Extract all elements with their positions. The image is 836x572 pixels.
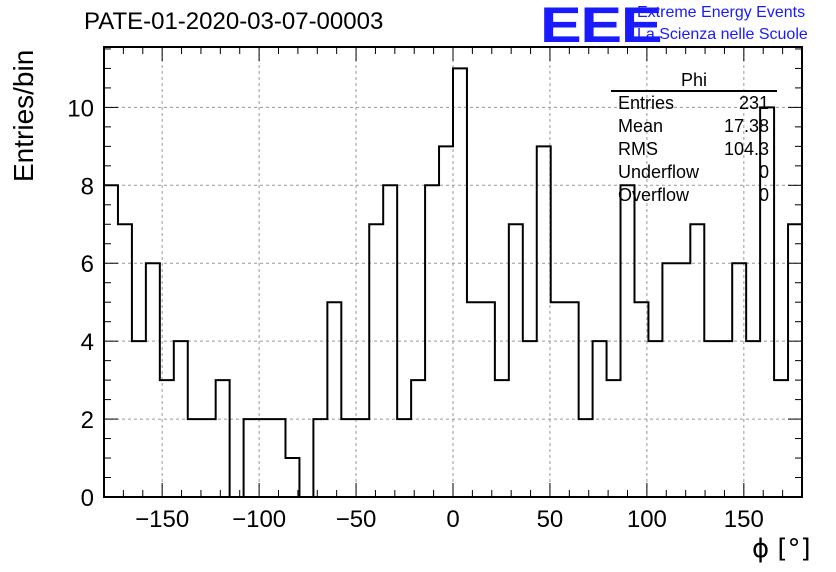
y-tick-label: 8: [81, 173, 94, 200]
y-axis-label: Entries/bin: [8, 49, 39, 182]
y-tick-label: 4: [81, 329, 94, 356]
plot-frame: [103, 46, 803, 498]
tick-labels: −150 −100 −50 0 50 100 150 0 2 4 6 8 10: [67, 95, 764, 533]
stats-label: Entries: [618, 93, 675, 113]
stats-row: Underflow 0: [611, 161, 777, 184]
x-tick-label: −50: [336, 506, 377, 533]
stats-label: Overflow: [618, 185, 690, 205]
chart-title: PATE-01-2020-03-07-00003: [84, 8, 384, 35]
eee-logo: EEE: [540, 0, 663, 53]
histogram-steps: [103, 67, 803, 498]
x-tick-label: −150: [135, 506, 189, 533]
stats-value: 231: [738, 93, 769, 113]
stats-value: 0: [758, 162, 769, 182]
stats-box: Phi Entries 231 Mean 17.38 RMS 104.3 Und…: [611, 70, 777, 207]
axis-ticks: [104, 47, 802, 498]
stats-row: RMS 104.3: [611, 138, 777, 161]
y-tick-label: 10: [67, 95, 94, 122]
stats-title: Phi: [611, 70, 777, 92]
x-tick-label: −100: [232, 506, 286, 533]
x-tick-label: 150: [724, 506, 764, 533]
logo-line-2: La Scienza nelle Scuole: [637, 26, 808, 43]
y-tick-label: 0: [81, 485, 94, 512]
x-axis-label: ϕ [°]: [752, 534, 811, 564]
stats-row: Overflow 0: [611, 184, 777, 207]
x-tick-label: 50: [537, 506, 564, 533]
stats-value: 17.38: [723, 116, 769, 136]
logo-line-1: Extreme Energy Events: [637, 4, 806, 21]
y-tick-label: 6: [81, 251, 94, 278]
stats-row: Entries 231: [611, 92, 777, 115]
stats-label: RMS: [618, 139, 658, 159]
y-tick-label: 2: [81, 407, 94, 434]
stats-value: 0: [758, 185, 769, 205]
stats-row: Mean 17.38: [611, 115, 777, 138]
stats-value: 104.3: [723, 139, 769, 159]
stats-label: Underflow: [618, 162, 700, 182]
x-tick-label: 0: [446, 506, 459, 533]
x-tick-label: 100: [627, 506, 667, 533]
stats-label: Mean: [618, 116, 664, 136]
